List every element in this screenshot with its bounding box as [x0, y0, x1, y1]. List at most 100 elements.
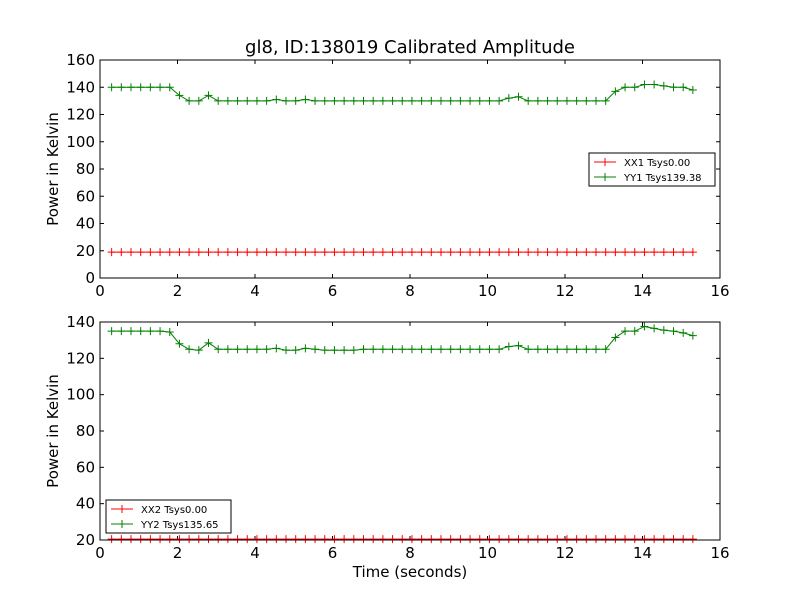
data-point-marker	[592, 96, 600, 105]
data-point-marker	[582, 248, 591, 257]
x-tick-label: 12	[555, 282, 574, 300]
data-point-marker	[214, 248, 223, 257]
data-point-marker	[407, 248, 416, 257]
bottom-legend: XX2 Tsys0.00 YY2 Tsys135.65	[105, 499, 232, 534]
data-point-marker	[437, 535, 445, 544]
x-tick-label: 12	[555, 544, 574, 562]
data-point-marker	[398, 96, 407, 105]
data-point-marker	[311, 96, 320, 105]
data-point-marker	[533, 535, 542, 544]
data-point-marker	[427, 96, 436, 105]
data-point-marker	[495, 535, 504, 544]
data-point-marker	[611, 87, 620, 96]
y-tick-label: 80	[76, 422, 95, 440]
data-point-marker	[117, 83, 126, 92]
y-tick-label: 20	[76, 531, 95, 549]
data-point-marker	[330, 96, 339, 105]
y-tick-label: 20	[76, 242, 95, 260]
legend-label-2: YY1 Tsys139.38	[623, 173, 702, 184]
data-point-marker	[156, 248, 165, 257]
data-point-marker	[378, 345, 387, 354]
data-point-marker	[621, 83, 630, 92]
data-point-marker	[165, 248, 174, 257]
data-point-marker	[466, 345, 475, 354]
data-point-marker	[533, 345, 542, 354]
data-point-marker	[388, 345, 397, 354]
data-point-marker	[136, 327, 145, 336]
data-point-marker	[204, 91, 213, 100]
data-point-marker	[417, 535, 426, 544]
data-point-marker	[243, 535, 252, 544]
data-point-marker	[146, 83, 155, 92]
y-tick-label: 120	[66, 106, 95, 124]
data-point-marker	[669, 535, 678, 544]
data-point-marker	[398, 345, 407, 354]
data-point-marker	[601, 535, 610, 544]
data-point-marker	[417, 248, 426, 257]
data-point-marker	[369, 535, 378, 544]
y-tick-label: 100	[66, 386, 95, 404]
data-point-marker	[669, 248, 678, 257]
data-point-marker	[524, 535, 533, 544]
x-tick-label: 16	[710, 282, 729, 300]
data-point-marker	[214, 345, 223, 354]
x-tick-label: 8	[405, 544, 415, 562]
data-point-marker	[272, 344, 281, 353]
data-point-marker	[320, 346, 329, 355]
y-tick-label: 80	[76, 160, 95, 178]
data-point-marker	[233, 96, 242, 105]
data-point-marker	[349, 96, 358, 105]
data-point-marker	[349, 535, 358, 544]
legend-label-1: XX1 Tsys0.00	[624, 158, 690, 169]
legend-marker-1	[601, 158, 609, 166]
data-point-marker	[301, 248, 310, 257]
data-point-marker	[485, 345, 494, 354]
data-point-marker	[630, 248, 639, 257]
data-point-marker	[156, 535, 165, 544]
data-point-marker	[282, 346, 290, 355]
data-point-marker	[185, 535, 194, 544]
y-tick-label: 160	[66, 51, 95, 69]
y-tick-label: 60	[76, 458, 95, 476]
x-tick-label: 6	[328, 544, 338, 562]
data-point-marker	[136, 535, 145, 544]
data-point-marker	[349, 248, 358, 257]
data-point-marker	[640, 535, 649, 544]
data-point-marker	[223, 345, 232, 354]
data-point-marker	[340, 346, 349, 355]
data-point-marker	[282, 248, 290, 257]
data-point-marker	[185, 345, 194, 354]
data-point-marker	[330, 535, 339, 544]
data-point-marker	[601, 345, 610, 354]
data-point-marker	[301, 95, 310, 104]
data-point-marker	[485, 248, 494, 257]
data-point-marker	[320, 248, 329, 257]
x-tick-label: 6	[328, 282, 338, 300]
data-point-marker	[214, 535, 223, 544]
data-point-marker	[456, 96, 465, 105]
data-point-marker	[679, 328, 688, 337]
data-point-marker	[611, 333, 620, 342]
data-point-marker	[107, 248, 116, 257]
data-point-marker	[562, 535, 571, 544]
data-point-marker	[553, 345, 562, 354]
data-point-marker	[688, 331, 697, 340]
legend-box	[588, 152, 716, 187]
legend-marker-2	[118, 520, 126, 528]
x-tick-label: 2	[173, 282, 183, 300]
data-point-marker	[311, 248, 320, 257]
data-point-marker	[562, 96, 571, 105]
legend-box	[105, 499, 232, 534]
data-point-marker	[320, 96, 329, 105]
data-point-marker	[291, 248, 300, 257]
data-point-marker	[204, 248, 213, 257]
x-tick-label: 0	[95, 544, 105, 562]
data-point-marker	[514, 92, 523, 101]
x-tick-label: 10	[478, 544, 497, 562]
data-point-marker	[650, 324, 659, 333]
data-point-marker	[407, 535, 416, 544]
data-point-marker	[117, 535, 126, 544]
data-point-marker	[282, 96, 290, 105]
data-point-marker	[146, 248, 155, 257]
